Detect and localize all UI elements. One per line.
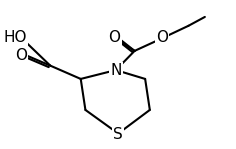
Text: HO: HO	[4, 30, 27, 45]
Text: S: S	[113, 127, 123, 142]
Text: O: O	[15, 48, 27, 63]
Text: O: O	[156, 30, 168, 45]
Text: O: O	[109, 30, 120, 45]
Text: N: N	[110, 63, 122, 78]
